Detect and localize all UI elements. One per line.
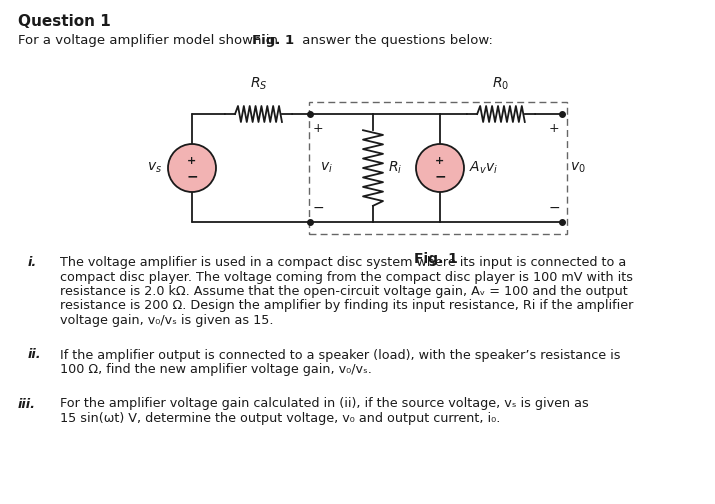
Text: resistance is 2.0 kΩ. Assume that the open-circuit voltage gain, Aᵥ = 100 and th: resistance is 2.0 kΩ. Assume that the op… bbox=[60, 285, 628, 298]
Text: Fig. 1: Fig. 1 bbox=[252, 34, 294, 47]
Text: resistance is 200 Ω. Design the amplifier by finding its input resistance, Ri if: resistance is 200 Ω. Design the amplifie… bbox=[60, 299, 633, 312]
Text: $v_i$: $v_i$ bbox=[320, 161, 333, 175]
Bar bbox=[309, 102, 567, 234]
Text: $A_v v_i$: $A_v v_i$ bbox=[469, 160, 498, 176]
Text: −: − bbox=[434, 169, 446, 183]
Text: Fig. 1: Fig. 1 bbox=[414, 252, 458, 266]
Text: Question 1: Question 1 bbox=[18, 14, 111, 29]
Text: $R_i$: $R_i$ bbox=[388, 160, 403, 176]
Text: $R_0$: $R_0$ bbox=[493, 76, 510, 92]
Text: −: − bbox=[312, 201, 324, 215]
Text: The voltage amplifier is used in a compact disc system where its input is connec: The voltage amplifier is used in a compa… bbox=[60, 256, 626, 269]
Text: If the amplifier output is connected to a speaker (load), with the speaker’s res: If the amplifier output is connected to … bbox=[60, 348, 621, 361]
Text: voltage gain, v₀/vₛ is given as 15.: voltage gain, v₀/vₛ is given as 15. bbox=[60, 314, 274, 327]
Text: ii.: ii. bbox=[28, 348, 41, 361]
Text: $R_S$: $R_S$ bbox=[250, 76, 267, 92]
Text: compact disc player. The voltage coming from the compact disc player is 100 mV w: compact disc player. The voltage coming … bbox=[60, 271, 633, 283]
Text: +: + bbox=[548, 121, 559, 135]
Text: 15 sin(ωt) V, determine the output voltage, v₀ and output current, i₀.: 15 sin(ωt) V, determine the output volta… bbox=[60, 412, 500, 425]
Circle shape bbox=[168, 144, 216, 192]
Circle shape bbox=[416, 144, 464, 192]
Text: 100 Ω, find the new amplifier voltage gain, v₀/vₛ.: 100 Ω, find the new amplifier voltage ga… bbox=[60, 363, 372, 376]
Text: $v_0$: $v_0$ bbox=[570, 161, 586, 175]
Text: −: − bbox=[186, 169, 198, 183]
Text: +: + bbox=[312, 121, 323, 135]
Text: i.: i. bbox=[28, 256, 37, 269]
Text: $v_s$: $v_s$ bbox=[147, 161, 162, 175]
Text: answer the questions below:: answer the questions below: bbox=[298, 34, 493, 47]
Text: For a voltage amplifier model shown in: For a voltage amplifier model shown in bbox=[18, 34, 282, 47]
Text: For the amplifier voltage gain calculated in (ii), if the source voltage, vₛ is : For the amplifier voltage gain calculate… bbox=[60, 398, 588, 410]
Text: iii.: iii. bbox=[18, 398, 36, 410]
Text: +: + bbox=[435, 156, 445, 166]
Text: −: − bbox=[548, 201, 560, 215]
Text: +: + bbox=[187, 156, 197, 166]
